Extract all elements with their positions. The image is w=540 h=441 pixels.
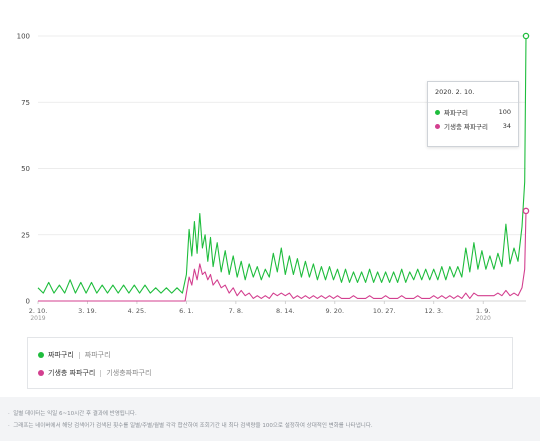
legend-separator bbox=[100, 369, 102, 377]
x-tick-label: 6. 1. bbox=[179, 307, 193, 315]
legend-panel: 짜파구리 짜파구리 기생충 짜파구리 기생충짜파구리 bbox=[27, 337, 513, 389]
legend-series-2-keywords: 기생충짜파구리 bbox=[106, 369, 152, 377]
legend-separator bbox=[78, 351, 80, 359]
series-line-2 bbox=[38, 210, 527, 302]
x-tick-year-label: 2020 bbox=[476, 315, 491, 322]
tooltip-series-1-name: 짜파구리 bbox=[444, 109, 468, 117]
series-2-last-point bbox=[522, 207, 530, 215]
series-1-last-point bbox=[522, 32, 530, 40]
series-1-color-dot bbox=[435, 109, 440, 115]
footer-note-1-text: 일별 데이터는 익일 6~10시간 후 결과에 반영됩니다. bbox=[13, 411, 137, 417]
footer-note-2: · 그래프는 네이버에서 해당 검색어가 검색된 횟수를 일별/주별/월별 각각… bbox=[8, 423, 373, 429]
x-tick-label: 10. 27. bbox=[373, 307, 396, 315]
trend-chart: 0 25 50 75 100 2. 10.2019 3. 19. 4. 25. 6. 1. 7.… bbox=[17, 32, 530, 322]
x-tick-label: 1. 9. bbox=[476, 307, 490, 315]
series-2-color-dot bbox=[435, 123, 440, 129]
legend-series-1-keywords: 짜파구리 bbox=[84, 351, 111, 359]
footer-notes: · 일별 데이터는 익일 6~10시간 후 결과에 반영됩니다. · 그래프는 … bbox=[0, 397, 540, 441]
legend-series-1-name: 짜파구리 bbox=[48, 351, 74, 359]
x-tick-label: 4. 25. bbox=[128, 307, 147, 315]
x-tick-label: 12. 3. bbox=[424, 307, 443, 315]
x-tick-label: 9. 20. bbox=[326, 307, 345, 315]
footer-note-2-text: 그래프는 네이버에서 해당 검색어가 검색된 횟수를 일별/주별/월별 각각 합… bbox=[13, 423, 373, 429]
tooltip-series-1-value: 100 bbox=[498, 108, 511, 116]
tooltip-series-2-value: 34 bbox=[502, 122, 511, 130]
legend-series-2-name: 기생충 짜파구리 bbox=[48, 369, 96, 377]
y-axis: 0 25 50 75 100 bbox=[17, 33, 30, 306]
y-tick-label: 50 bbox=[21, 165, 30, 173]
tooltip-series-2-name: 기생충 짜파구리 bbox=[444, 123, 488, 131]
series-line-1 bbox=[37, 35, 527, 294]
x-tick-label: 7. 8. bbox=[229, 307, 243, 315]
hover-tooltip: 2020. 2. 10. 짜파구리 100 기생충 짜파구리 34 bbox=[427, 81, 519, 147]
chart-series bbox=[37, 32, 530, 302]
y-tick-label: 100 bbox=[17, 33, 30, 41]
x-tick-label: 8. 14. bbox=[276, 307, 295, 315]
legend-item-series-1[interactable]: 짜파구리 짜파구리 bbox=[38, 350, 111, 360]
x-tick-label: 2. 10. bbox=[29, 307, 48, 315]
tooltip-row-series-2: 기생충 짜파구리 34 bbox=[428, 117, 518, 131]
tooltip-date: 2020. 2. 10. bbox=[428, 82, 518, 103]
legend-series-2-dot bbox=[38, 370, 44, 376]
x-tick-year-label: 2019 bbox=[30, 315, 45, 322]
y-tick-label: 0 bbox=[26, 298, 30, 306]
chart-grid bbox=[38, 35, 526, 302]
x-tick-label: 3. 19. bbox=[78, 307, 97, 315]
x-axis: 2. 10.2019 3. 19. 4. 25. 6. 1. 7. 8. 8. 14. 9.… bbox=[29, 301, 491, 322]
footer-note-1: · 일별 데이터는 익일 6~10시간 후 결과에 반영됩니다. bbox=[8, 411, 137, 417]
legend-item-series-2[interactable]: 기생충 짜파구리 기생충짜파구리 bbox=[38, 368, 151, 378]
y-tick-label: 75 bbox=[21, 99, 30, 107]
legend-series-1-dot bbox=[38, 352, 44, 358]
y-tick-label: 25 bbox=[21, 231, 30, 239]
tooltip-row-series-1: 짜파구리 100 bbox=[428, 103, 518, 117]
